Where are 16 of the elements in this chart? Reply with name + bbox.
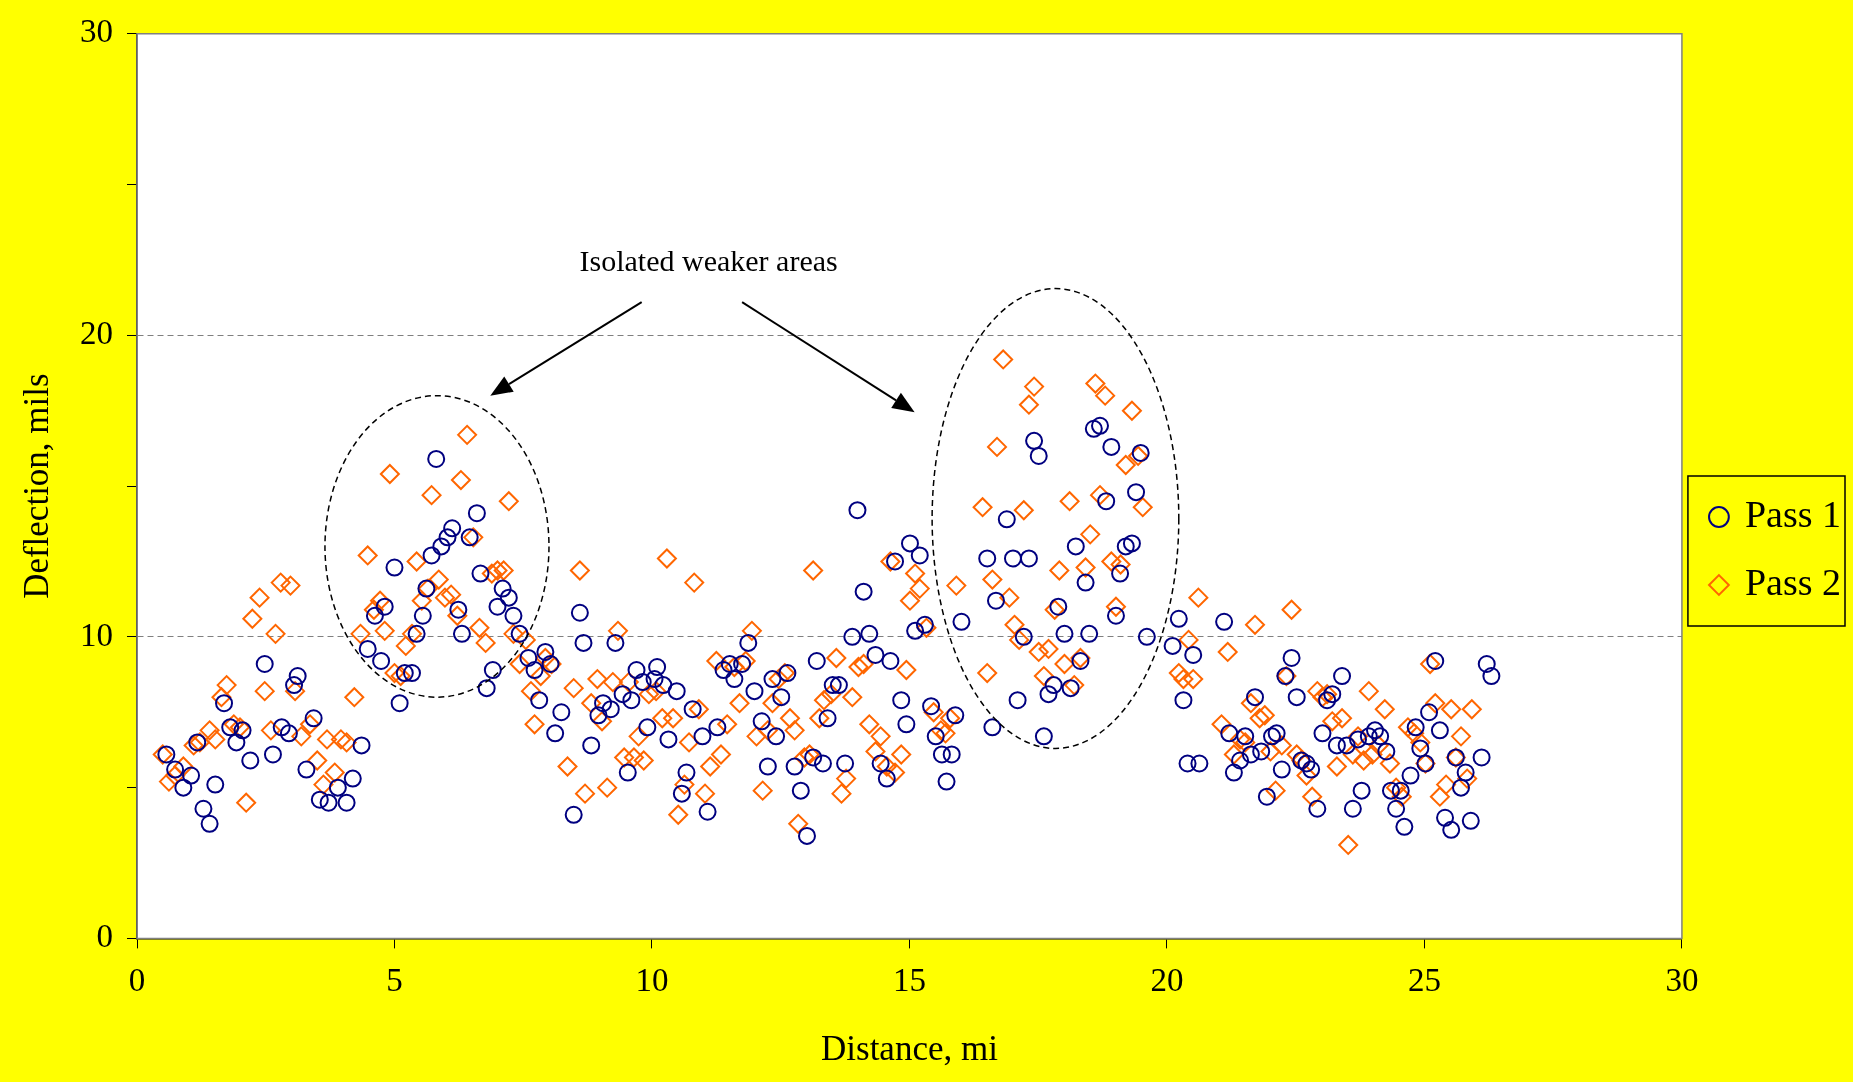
legend-label: Pass 2 <box>1744 560 1841 603</box>
annotation: Isolated weaker areas <box>579 243 838 277</box>
y-axis-title: Deflection, mils <box>17 373 57 599</box>
x-tick-label: 30 <box>1665 961 1699 998</box>
x-axis-title: Distance, mi <box>821 1029 999 1069</box>
x-tick-label: 5 <box>386 961 403 998</box>
x-tick-label: 20 <box>1150 961 1184 998</box>
x-tick-label: 0 <box>128 961 146 998</box>
y-tick-label: 10 <box>80 616 113 653</box>
y-tick-label: 20 <box>80 315 113 352</box>
y-tick-label: 30 <box>80 13 113 50</box>
legend-label: Pass 1 <box>1744 492 1841 535</box>
x-tick-label: 15 <box>892 961 926 998</box>
x-tick-label: 10 <box>635 961 669 998</box>
y-tick-label: 0 <box>96 918 113 955</box>
x-tick-label: 25 <box>1407 961 1441 998</box>
